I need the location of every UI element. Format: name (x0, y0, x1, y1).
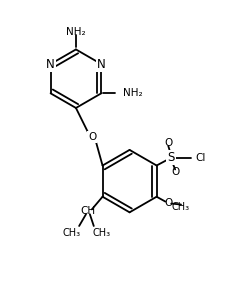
Text: N: N (97, 58, 105, 71)
Text: O: O (88, 132, 96, 142)
Text: N: N (46, 58, 55, 71)
Text: CH₃: CH₃ (62, 228, 80, 238)
Text: CH: CH (80, 206, 95, 216)
Text: Cl: Cl (195, 153, 205, 163)
Text: O: O (164, 138, 172, 148)
Text: O: O (164, 198, 172, 208)
Text: S: S (167, 151, 174, 164)
Text: NH₂: NH₂ (122, 88, 142, 98)
Text: CH₃: CH₃ (171, 202, 189, 213)
Text: CH₃: CH₃ (92, 228, 110, 238)
Text: NH₂: NH₂ (66, 27, 85, 37)
Text: O: O (170, 167, 178, 177)
